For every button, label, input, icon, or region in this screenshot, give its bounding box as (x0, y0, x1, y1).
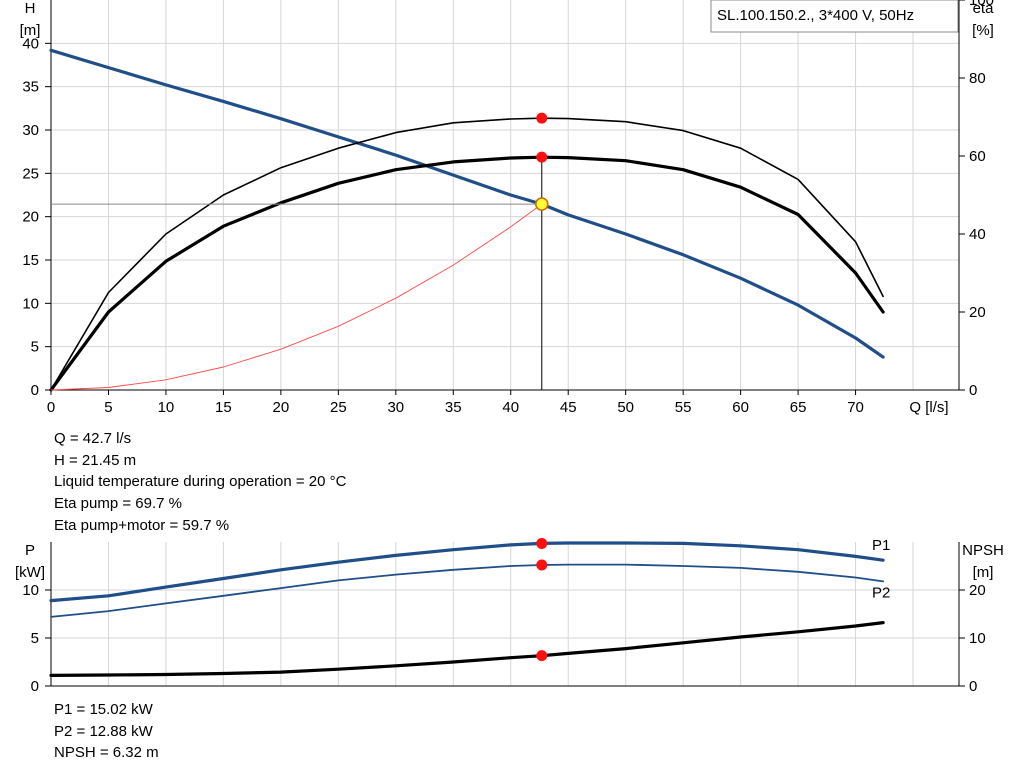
y-right-axis-unit: [m] (973, 564, 994, 581)
x-tick-label: 70 (847, 399, 864, 416)
x-tick-label: 50 (617, 399, 634, 416)
x-tick-label: 25 (330, 399, 347, 416)
chart-panel-0 (45, 0, 965, 395)
y-right-tick-label: 10 (969, 630, 986, 647)
plot-area (51, 542, 959, 686)
y-left-tick-label: 30 (22, 122, 39, 139)
y-left-axis-title: P (25, 542, 35, 559)
x-tick-label: 55 (675, 399, 692, 416)
title-box (710, 0, 959, 33)
y-left-tick-label: 5 (31, 630, 39, 647)
duty-point-eta-total (536, 151, 548, 163)
y-right-tick-label: 100 (969, 0, 994, 9)
x-axis-label: Q [l/s] (909, 399, 948, 416)
y-left-tick-label: 0 (31, 382, 39, 399)
x-tick-label: 5 (104, 399, 112, 416)
y-left-tick-label: 40 (22, 35, 39, 52)
curve-p1 (49, 541, 885, 603)
y-left-tick-label: 5 (31, 339, 39, 356)
duty-point-head (534, 197, 549, 211)
y-right-tick-label: 0 (969, 382, 977, 399)
curve-eta_total (49, 155, 885, 392)
y-right-axis-title: NPSH (962, 542, 1004, 559)
x-tick-label: 30 (387, 399, 404, 416)
y-left-tick-label: 15 (22, 252, 39, 269)
x-tick-label: 10 (158, 399, 175, 416)
readout-line-0: Q = 42.7 l/s (54, 430, 132, 447)
y-left-tick-label: 25 (22, 165, 39, 182)
duty-point-eta-pump (536, 112, 548, 124)
power-readout-line-1: P2 = 12.88 kW (54, 722, 153, 740)
duty-point-npsh (536, 650, 548, 662)
x-tick-label: 65 (790, 399, 807, 416)
y-right-tick-label: 60 (969, 148, 986, 165)
duty-point-p2 (536, 559, 548, 571)
power-readout-line-0: P1 = 15.02 kW (54, 701, 153, 718)
x-tick-label: 20 (273, 399, 290, 416)
y-left-tick-label: 20 (22, 209, 39, 226)
x-tick-label: 15 (215, 399, 232, 416)
y-right-axis-unit: [%] (972, 22, 994, 39)
readout-line-4: Eta pump+motor = 59.7 % (54, 516, 230, 534)
series-label-p1: P1 (872, 537, 890, 554)
x-tick-label: 45 (560, 399, 577, 416)
y-right-tick-label: 20 (969, 304, 986, 321)
y-left-tick-label: 0 (31, 678, 39, 695)
power-readout-line-2: NPSH = 6.32 m (54, 744, 159, 762)
power-readout: P1 = 15.02 kW P2 = 12.88 kW NPSH = 6.32 m (54, 699, 159, 764)
duty-point-readout: Q = 42.7 l/s H = 21.45 m Liquid temperatur… (54, 428, 346, 537)
x-tick-label: 60 (732, 399, 749, 416)
series-label-p2: P2 (872, 584, 890, 601)
curve-h (49, 48, 885, 359)
chart-panel-1 (45, 541, 965, 687)
x-tick-label: 0 (47, 399, 55, 416)
y-left-axis-unit: [m] (20, 22, 41, 39)
readout-line-2: Liquid temperature during operation = 20… (54, 473, 347, 491)
readout-line-1: H = 21.45 m (54, 451, 137, 469)
curve-p2 (50, 563, 884, 618)
x-tick-label: 40 (502, 399, 519, 416)
y-right-tick-label: 0 (969, 678, 977, 695)
curve-system (50, 203, 543, 391)
y-left-tick-label: 35 (22, 79, 39, 96)
y-right-axis-title: eta (973, 0, 995, 17)
duty-point-p1 (536, 537, 548, 549)
x-tick-label: 35 (445, 399, 462, 416)
curve-npsh (49, 620, 885, 678)
y-right-tick-label: 20 (969, 582, 986, 599)
y-left-axis-title: H (25, 0, 36, 17)
y-right-tick-label: 80 (969, 70, 986, 87)
chart-title: SL.100.150.2., 3*400 V, 50Hz (717, 7, 914, 24)
y-right-tick-label: 40 (969, 226, 986, 243)
y-left-tick-label: 10 (22, 295, 39, 312)
plot-area (51, 0, 959, 390)
readout-line-3: Eta pump = 69.7 % (54, 495, 182, 513)
y-left-axis-unit: [kW] (15, 564, 45, 581)
y-left-tick-label: 10 (22, 582, 39, 599)
curve-eta_pump (50, 117, 884, 391)
